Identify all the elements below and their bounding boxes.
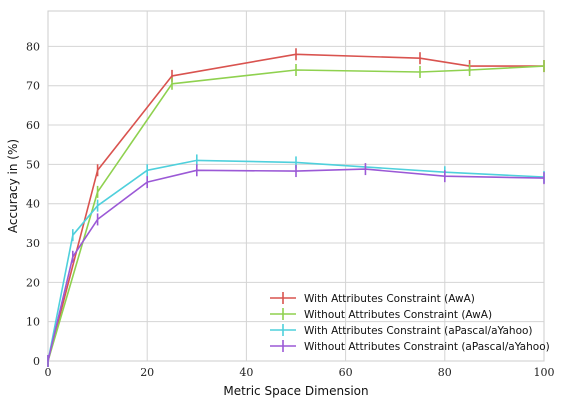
y-tick-label: 70 [26,80,40,93]
x-axis-label: Metric Space Dimension [223,384,368,398]
y-axis-label: Accuracy in (%) [6,139,20,233]
legend-label: With Attributes Constraint (AwA) [304,293,475,305]
series-3 [47,163,545,367]
legend-label: With Attributes Constraint (aPascal/aYah… [304,325,533,337]
legend-item: Without Attributes Constraint (AwA) [270,308,492,321]
legend-item: With Attributes Constraint (AwA) [270,292,475,305]
x-tick-label: 60 [339,366,353,379]
y-tick-label: 0 [33,355,40,368]
series-layer [47,48,545,367]
legend-label: Without Attributes Constraint (AwA) [304,309,492,321]
legend: With Attributes Constraint (AwA) Without … [270,292,550,353]
y-tick-label: 80 [26,40,40,53]
x-tick-label: 80 [438,366,452,379]
series-line [47,159,545,362]
x-tick-label: 20 [140,366,154,379]
x-tick-label: 100 [534,366,555,379]
legend-item: Without Attributes Constraint (aPascal/a… [270,340,550,353]
y-tick-label: 40 [26,198,40,211]
y-tick-label: 50 [26,158,40,171]
y-tick-label: 60 [26,119,40,132]
x-tick-label: 0 [45,366,52,379]
legend-label: Without Attributes Constraint (aPascal/a… [304,341,550,353]
x-tick-label: 40 [239,366,253,379]
y-tick-label: 20 [26,276,40,289]
legend-item: With Attributes Constraint (aPascal/aYah… [270,324,533,337]
y-tick-label: 10 [26,316,40,329]
y-tick-label: 30 [26,237,40,250]
tick-labels: 0 20 40 60 80 100 0 10 20 30 40 50 60 70 80 [26,40,555,379]
